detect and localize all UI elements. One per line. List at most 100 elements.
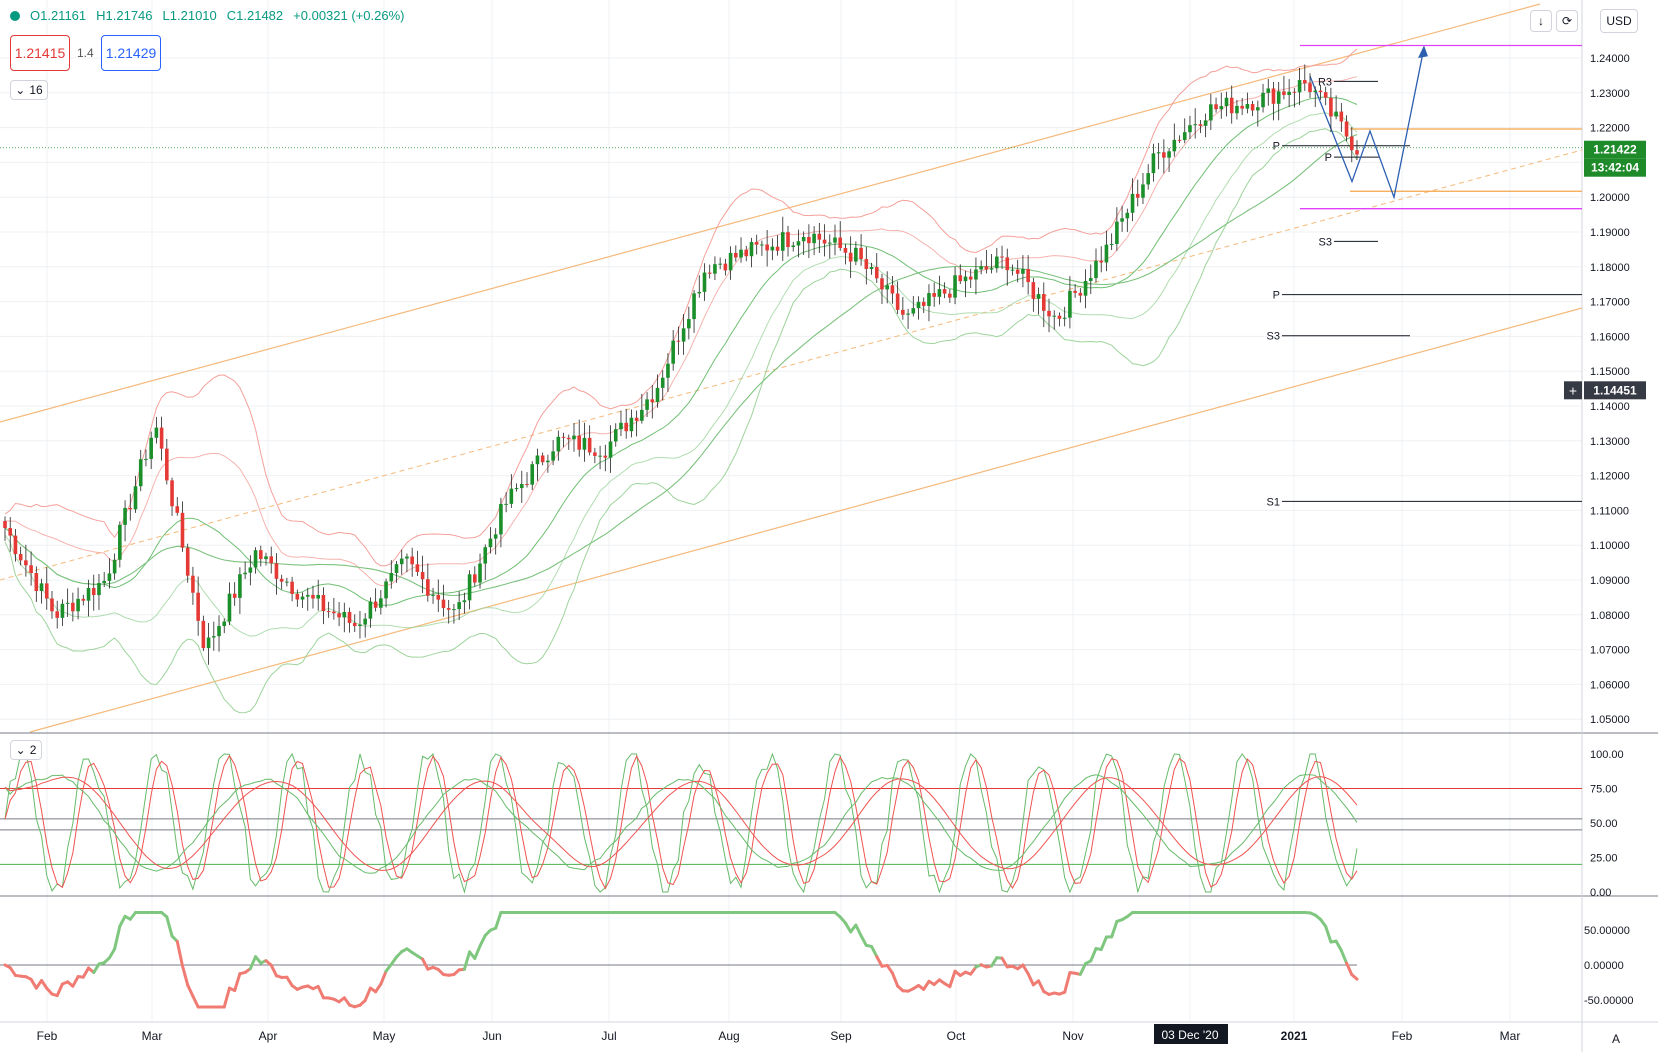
candle-body <box>546 461 550 463</box>
candle-body <box>483 547 487 563</box>
candle-body <box>369 602 373 619</box>
buy-price-text: 1.21429 <box>106 45 157 61</box>
candle-body <box>76 599 80 611</box>
candle-body <box>468 574 472 600</box>
scroll-down-button[interactable]: ↓ <box>1530 10 1552 32</box>
candle-body <box>1146 173 1150 184</box>
candle-body <box>979 266 983 269</box>
momentum-segment <box>950 971 955 986</box>
refresh-icon: ⟳ <box>1562 14 1572 28</box>
candle-body <box>1193 124 1197 125</box>
stoch-tick-label: 100.00 <box>1590 749 1624 761</box>
candle-body <box>515 488 519 489</box>
candle-body <box>275 563 279 579</box>
candle-body <box>40 583 44 591</box>
ohlc-open: O1.21161 <box>30 8 86 23</box>
candle-body <box>1141 184 1145 197</box>
candle-body <box>447 608 451 610</box>
candle-body <box>1021 269 1025 274</box>
momentum-segment <box>120 916 125 926</box>
candle-body <box>1152 153 1156 173</box>
momentum-segment <box>1002 958 1007 967</box>
price-tick-label: 1.06000 <box>1590 679 1630 691</box>
stoch-tick-label: 75.00 <box>1590 784 1618 796</box>
candle-body <box>24 560 28 565</box>
candle-body <box>254 550 258 567</box>
candle-body <box>891 285 895 293</box>
sell-price-button[interactable]: 1.21415 <box>10 35 70 71</box>
momentum-segment <box>250 957 255 969</box>
candle-body <box>875 267 879 278</box>
candle-body <box>442 600 446 608</box>
candle-body <box>290 582 294 594</box>
candle-body <box>1120 218 1124 221</box>
candle-body <box>588 438 592 453</box>
candle-body <box>1334 112 1338 117</box>
price-tick-label: 1.23000 <box>1590 88 1630 100</box>
candle-body <box>1188 125 1192 132</box>
time-tick-label: Mar <box>1500 1029 1521 1043</box>
candle-body <box>1011 270 1015 271</box>
candle-body <box>202 621 206 648</box>
candle-body <box>755 242 759 245</box>
price-tick-label: 1.20000 <box>1590 192 1630 204</box>
candle-body <box>71 603 75 612</box>
candle-body <box>650 399 654 402</box>
candle-body <box>765 244 769 250</box>
pivot-label: R3 <box>1318 76 1332 88</box>
candle-body <box>1079 293 1083 296</box>
currency-button[interactable]: USD <box>1600 9 1638 33</box>
candle-body <box>400 559 404 565</box>
stoch-collapse-button[interactable]: ⌄2 <box>10 740 42 760</box>
candle-body <box>854 248 858 262</box>
candle-body <box>29 565 33 573</box>
candle-body <box>165 449 169 481</box>
indicators-collapse-button[interactable]: ⌄16 <box>10 80 48 100</box>
candle-body <box>541 456 545 463</box>
candle-body <box>724 264 728 271</box>
auto-scale-button[interactable]: A <box>1612 1032 1620 1046</box>
candle-body <box>405 556 409 558</box>
candle-body <box>802 237 806 241</box>
candle-body <box>3 521 7 528</box>
candle-body <box>1219 106 1223 109</box>
buy-price-button[interactable]: 1.21429 <box>101 35 161 71</box>
candle-body <box>175 506 179 513</box>
candle-body <box>786 232 790 247</box>
ohlc-change: +0.00321 (+0.26%) <box>293 8 404 23</box>
candle-body <box>102 581 106 583</box>
candle-body <box>301 597 305 600</box>
price-tick-label: 1.22000 <box>1590 123 1630 135</box>
stoch-tick-label: 0.00 <box>1590 887 1611 899</box>
candle-body <box>155 428 159 438</box>
candle-body <box>1256 107 1260 110</box>
momentum-tick-label: -50.00000 <box>1584 995 1634 1007</box>
candle-body <box>87 588 91 601</box>
candle-body <box>217 626 221 636</box>
ohlc-legend: O1.21161 H1.21746 L1.21010 C1.21482 +0.0… <box>10 8 404 23</box>
candle-body <box>285 582 289 583</box>
candle-body <box>708 273 712 274</box>
candle-body <box>191 576 195 593</box>
price-tick-label: 1.09000 <box>1590 575 1630 587</box>
candle-body <box>750 242 754 256</box>
price-tick-label: 1.18000 <box>1590 262 1630 274</box>
ohlc-high: H1.21746 <box>96 8 152 23</box>
time-tick-label: Jul <box>601 1029 616 1043</box>
countdown-tag: 13:42:04 <box>1591 161 1639 175</box>
candle-body <box>911 308 915 313</box>
candle-body <box>66 603 70 604</box>
candle-body <box>520 484 524 488</box>
momentum-segment <box>109 949 114 958</box>
momentum-segment <box>1341 951 1346 964</box>
candle-body <box>395 564 399 573</box>
reset-chart-button[interactable]: ⟳ <box>1556 10 1578 32</box>
candle-body <box>19 554 23 560</box>
candle-body <box>108 573 112 580</box>
candle-body <box>181 513 185 548</box>
candle-body <box>828 243 832 244</box>
candle-body <box>630 418 634 431</box>
candle-body <box>1105 245 1109 263</box>
